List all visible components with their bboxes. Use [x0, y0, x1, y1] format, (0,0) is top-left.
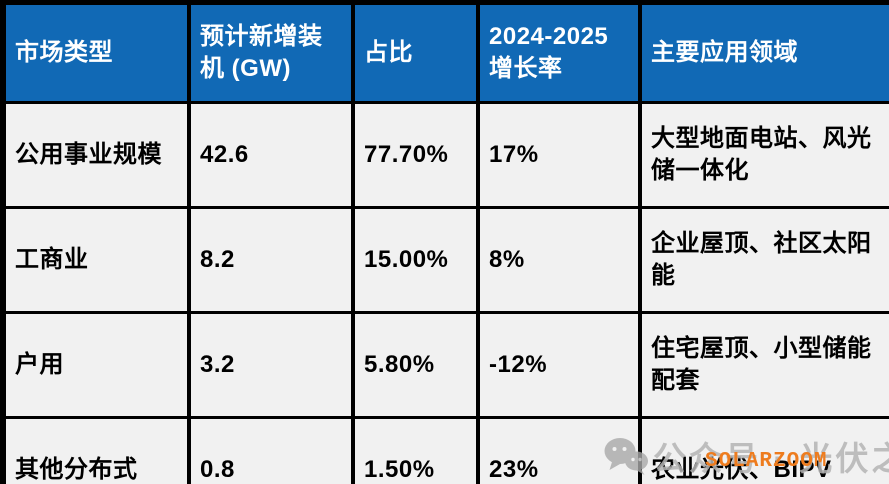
- table-cell: 3.2: [187, 311, 355, 419]
- table-cell: 企业屋顶、社区太阳能: [638, 206, 889, 314]
- table-cell: 户用: [1, 311, 191, 419]
- table-cell: 17%: [476, 101, 642, 209]
- table-body: 公用事业规模 42.6 77.70% 17% 大型地面电站、风光储一体化 工商业 8.2 15…: [1, 101, 889, 484]
- table-cell: 8%: [476, 206, 642, 314]
- table-cell: 15.00%: [351, 206, 480, 314]
- table-cell: 0.8: [187, 416, 355, 484]
- header-row: 市场类型 预计新增装机 (GW) 占比 2024-2025 增长率 主要应用领域: [1, 1, 889, 104]
- table-cell: 8.2: [187, 206, 355, 314]
- table-cell: 其他分布式: [1, 416, 191, 484]
- column-header-applications: 主要应用领域: [638, 1, 889, 104]
- column-header-growth-rate: 2024-2025 增长率: [476, 1, 642, 104]
- table-cell: 42.6: [187, 101, 355, 209]
- table-header: 市场类型 预计新增装机 (GW) 占比 2024-2025 增长率 主要应用领域: [1, 1, 889, 104]
- table-cell: 工商业: [1, 206, 191, 314]
- table-cell: 77.70%: [351, 101, 480, 209]
- table-cell: 23%: [476, 416, 642, 484]
- table-cell: 5.80%: [351, 311, 480, 419]
- column-header-share: 占比: [351, 1, 480, 104]
- table-cell: -12%: [476, 311, 642, 419]
- table-row: 其他分布式 0.8 1.50% 23% 农业光伏、BIPV: [1, 416, 889, 484]
- table-row: 户用 3.2 5.80% -12% 住宅屋顶、小型储能配套: [1, 311, 889, 419]
- table-cell: 公用事业规模: [1, 101, 191, 209]
- table-row: 工商业 8.2 15.00% 8% 企业屋顶、社区太阳能: [1, 206, 889, 314]
- column-header-market-type: 市场类型: [1, 1, 191, 104]
- table-cell: 大型地面电站、风光储一体化: [638, 101, 889, 209]
- table-cell: 农业光伏、BIPV: [638, 416, 889, 484]
- table-row: 公用事业规模 42.6 77.70% 17% 大型地面电站、风光储一体化: [1, 101, 889, 209]
- table-cell: 住宅屋顶、小型储能配套: [638, 311, 889, 419]
- column-header-new-capacity: 预计新增装机 (GW): [187, 1, 355, 104]
- table-cell: 1.50%: [351, 416, 480, 484]
